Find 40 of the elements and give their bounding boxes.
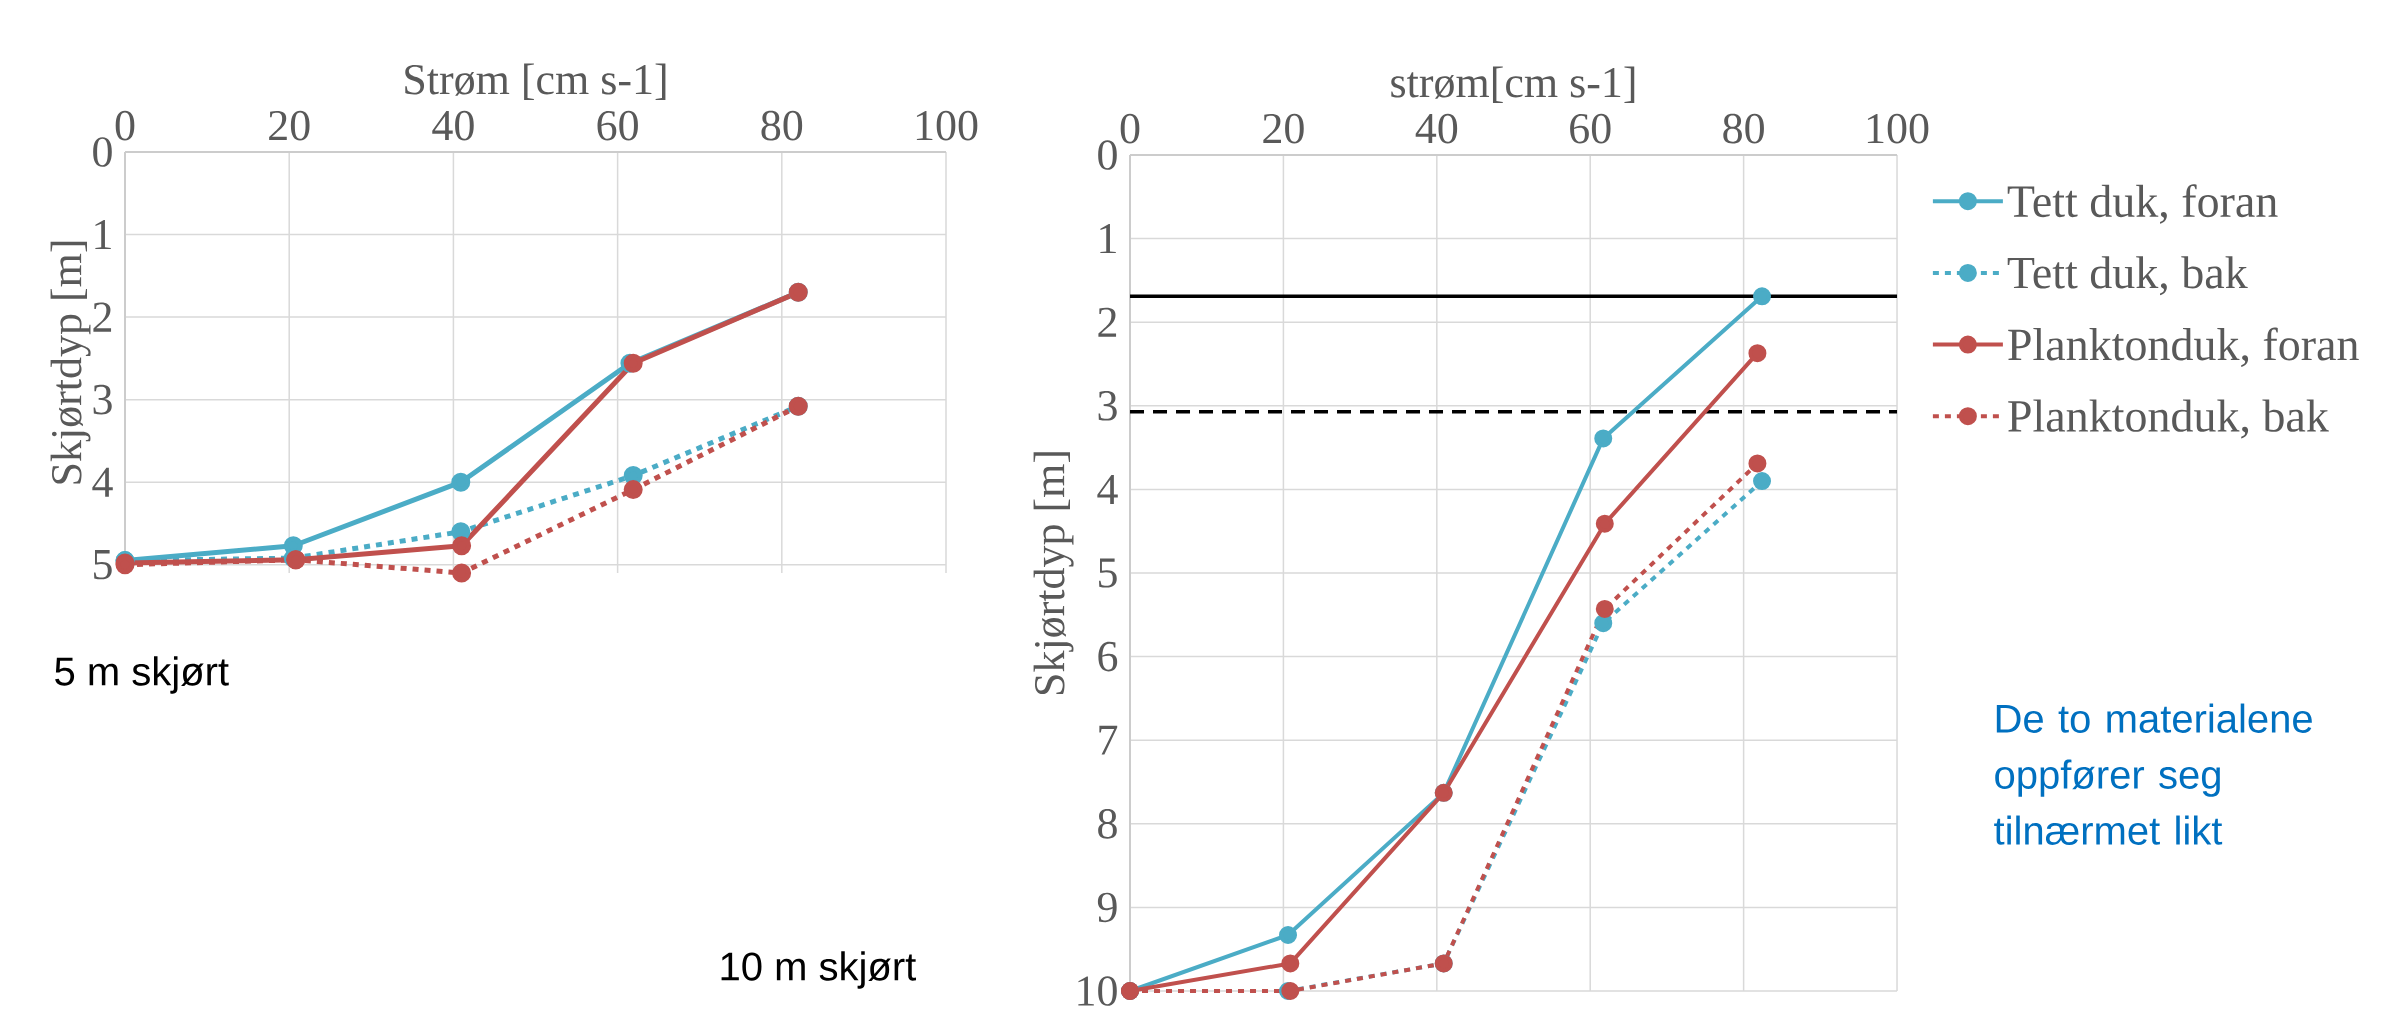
y-tick-label: 3 xyxy=(93,384,112,415)
y-tick-label: 0 xyxy=(93,137,112,167)
y-tick-label: 5 xyxy=(94,550,112,580)
x-tick-label: 20 xyxy=(1263,113,1304,144)
y-tick-label: 9 xyxy=(1097,892,1117,923)
x-tick-label: 80 xyxy=(1723,113,1764,144)
y-tick-label: 10 xyxy=(1078,976,1117,1006)
y-axis-title: Skjørtdyp [m] xyxy=(1033,452,1074,695)
legend-label: Planktonduk, foran xyxy=(2008,327,2359,367)
y-tick-label: 3 xyxy=(1098,390,1117,421)
x-tick-label: 40 xyxy=(1415,113,1458,144)
x-tick-label: 80 xyxy=(761,110,803,141)
y-tick-label: 5 xyxy=(1099,558,1117,588)
x-tick-label: 60 xyxy=(597,110,638,141)
x-axis-title: strøm[cm s-1] xyxy=(1391,66,1635,103)
y-tick-label: 8 xyxy=(1098,808,1117,839)
x-axis-title: Strøm [cm s-1] xyxy=(405,63,666,100)
x-tick-label: 20 xyxy=(269,110,310,141)
text: 5 m skjørt xyxy=(55,656,229,694)
x-tick-label: 60 xyxy=(1570,113,1611,144)
legend-label: Tett duk, foran xyxy=(2007,184,2278,224)
legend-label: Planktonduk, bak xyxy=(2008,399,2329,439)
y-tick-label: 4 xyxy=(92,467,113,497)
x-tick-label: 40 xyxy=(432,110,474,141)
y-axis-title: Skjørtdyp [m] xyxy=(50,241,91,484)
y-tick-label: 7 xyxy=(1099,725,1118,755)
legend-label: Tett duk, bak xyxy=(2007,256,2248,296)
y-tick-label: 2 xyxy=(93,302,112,332)
x-tick-label: 100 xyxy=(1867,113,1929,144)
x-tick-label: 100 xyxy=(916,110,978,141)
x-tick-label: 0 xyxy=(115,110,135,141)
y-tick-label: 2 xyxy=(1098,307,1117,337)
y-tick-label: 1 xyxy=(95,219,111,249)
text: 10 m skjørt xyxy=(721,951,916,989)
x-tick-label: 0 xyxy=(1120,113,1140,144)
y-tick-label: 1 xyxy=(1100,224,1116,254)
text: De to materialene oppfører seg tilnærmet likt xyxy=(1994,703,2312,845)
y-tick-label: 6 xyxy=(1098,641,1118,672)
y-tick-label: 4 xyxy=(1097,474,1118,504)
y-tick-label: 0 xyxy=(1098,140,1117,170)
